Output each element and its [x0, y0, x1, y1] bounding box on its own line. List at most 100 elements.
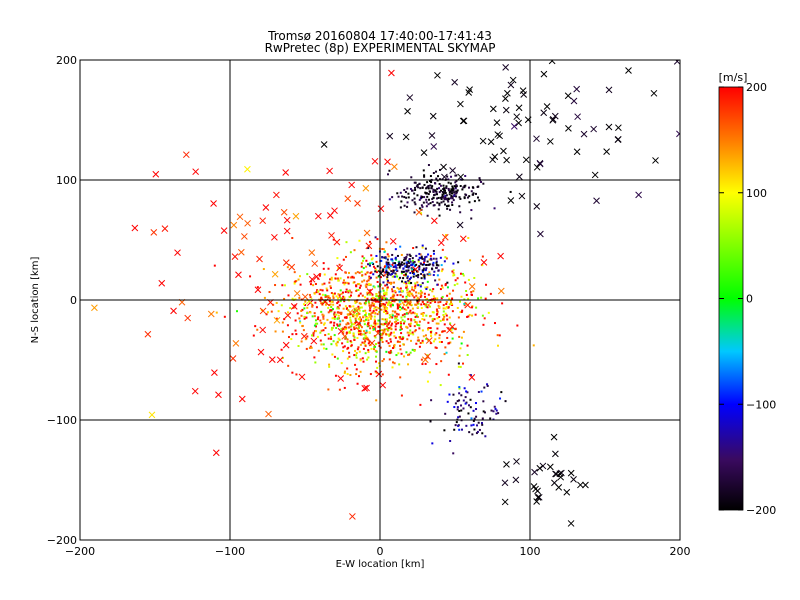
data-point	[475, 415, 478, 418]
data-point	[446, 400, 449, 403]
data-point-x	[546, 138, 554, 145]
data-point	[453, 193, 456, 196]
data-point	[467, 412, 470, 415]
data-point	[313, 292, 316, 295]
data-point	[468, 313, 471, 316]
data-point	[406, 291, 409, 294]
data-point	[323, 322, 326, 325]
data-point	[376, 322, 379, 325]
data-point	[415, 263, 418, 266]
data-point	[429, 257, 432, 260]
data-point	[409, 329, 412, 332]
data-point	[410, 176, 413, 179]
data-point	[424, 256, 427, 259]
x-axis-label: E-W location [km]	[336, 559, 425, 570]
data-point	[408, 292, 411, 295]
data-point	[304, 338, 307, 341]
data-point	[377, 325, 380, 328]
data-point	[465, 293, 468, 296]
data-point	[386, 278, 389, 281]
data-point	[386, 286, 389, 289]
data-point-x	[265, 410, 272, 418]
data-point	[499, 397, 502, 400]
data-point	[493, 405, 496, 408]
data-point-x	[273, 316, 281, 324]
data-point	[430, 399, 433, 402]
data-point	[425, 255, 428, 258]
data-point	[458, 300, 461, 303]
data-point	[484, 435, 487, 438]
data-point	[445, 257, 448, 260]
data-point	[382, 281, 385, 284]
data-point	[367, 263, 370, 266]
data-point	[281, 357, 284, 360]
data-point	[296, 312, 299, 315]
data-point	[386, 276, 389, 279]
data-point	[283, 297, 286, 300]
data-point-x	[386, 132, 394, 140]
data-point	[439, 178, 442, 181]
data-point	[342, 307, 345, 310]
data-point	[440, 360, 443, 363]
data-point	[470, 217, 473, 220]
data-point	[283, 318, 286, 321]
data-point	[263, 296, 266, 299]
data-point	[385, 270, 388, 273]
data-point	[346, 373, 349, 376]
data-point	[380, 300, 383, 303]
data-point-x	[229, 355, 237, 362]
y-tick-label: 200	[56, 54, 77, 67]
data-point	[330, 276, 333, 279]
data-point	[391, 258, 394, 261]
data-point	[459, 197, 462, 200]
data-point	[424, 269, 427, 272]
data-point	[352, 334, 355, 337]
data-point-x	[259, 326, 267, 334]
data-point	[349, 331, 352, 334]
data-point	[482, 323, 485, 326]
data-point	[320, 321, 323, 324]
data-point	[394, 291, 397, 294]
data-point	[430, 181, 433, 184]
data-point	[423, 196, 426, 199]
data-point-x	[614, 136, 622, 143]
data-point	[403, 259, 406, 262]
data-point	[359, 284, 362, 287]
data-point	[317, 290, 320, 293]
data-point	[365, 316, 368, 319]
data-point	[357, 294, 360, 297]
data-point	[427, 203, 430, 206]
data-point	[456, 306, 459, 309]
data-point	[333, 321, 336, 324]
data-point	[265, 313, 268, 316]
data-point	[381, 256, 384, 259]
data-point	[393, 346, 396, 349]
data-point	[338, 295, 341, 298]
data-point	[433, 270, 436, 273]
data-point	[442, 188, 445, 191]
data-point-x	[331, 207, 338, 215]
data-point	[447, 187, 450, 190]
data-point	[338, 338, 341, 341]
data-point	[385, 327, 388, 330]
data-point-x	[212, 449, 220, 457]
data-point	[348, 330, 351, 333]
data-point	[360, 270, 363, 273]
data-point	[338, 304, 341, 307]
data-point	[439, 256, 442, 259]
data-point	[346, 338, 349, 341]
data-point	[435, 170, 438, 173]
data-point	[384, 265, 387, 268]
data-point	[445, 234, 448, 237]
data-point	[474, 313, 477, 316]
data-point	[394, 325, 397, 328]
data-point	[286, 324, 289, 327]
data-point	[332, 295, 335, 298]
data-point	[411, 286, 414, 289]
data-point	[381, 373, 384, 376]
data-point	[432, 264, 435, 267]
data-point	[483, 317, 486, 320]
data-point	[443, 187, 446, 190]
data-point-x	[259, 217, 267, 225]
data-point	[356, 283, 359, 286]
